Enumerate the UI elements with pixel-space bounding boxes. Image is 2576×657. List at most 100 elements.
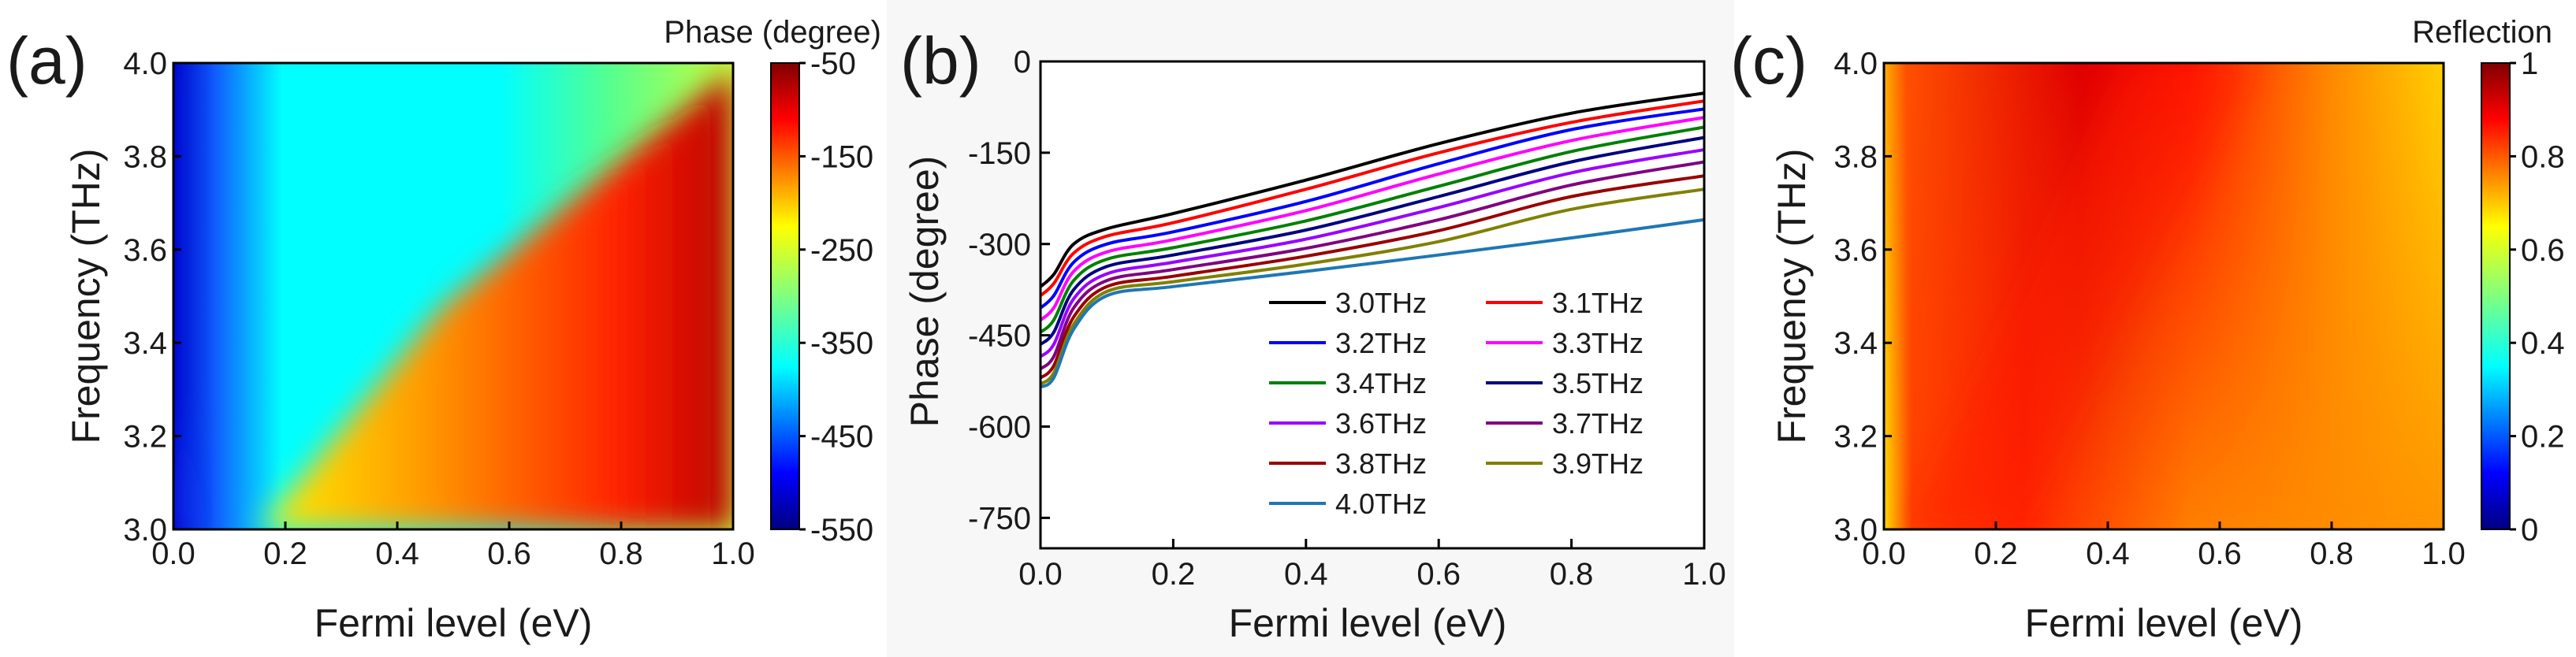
panel-c-y-tick-label: 4.0 [1833, 46, 1878, 81]
legend-label: 4.0THz [1335, 488, 1427, 520]
panel-c-heatmap [1884, 63, 2444, 529]
legend-label: 3.2THz [1335, 327, 1427, 359]
panel-a-x-tick-label: 0.8 [599, 536, 643, 571]
panel-c-colorbar-tick-label: 0.4 [2521, 326, 2565, 361]
panel-c: (c) 0.0 0.2 0.4 0.6 0.8 1.0 3.0 3.2 3.4 3.6 3.8 4.… [1730, 15, 2565, 645]
panel-b-y-tick-label: -300 [968, 228, 1031, 262]
panel-c-y-tick-label: 3.6 [1833, 233, 1878, 268]
panel-a-y-tick-label: 3.4 [123, 326, 167, 361]
panel-a-x-tick-label: 0.0 [151, 536, 195, 571]
panel-a-y-axis-title: Frequency (THz) [64, 148, 108, 444]
series-line-3-1thz [1040, 99, 1704, 297]
panel-b-y-ticks: 0 -150 -300 -450 -600 -750 [968, 45, 1050, 536]
legend-label: 3.9THz [1552, 447, 1644, 480]
panel-a-x-tick-label: 1.0 [711, 536, 755, 571]
panel-a-x-ticks: 0.0 0.2 0.4 0.6 0.8 1.0 [151, 522, 755, 571]
panel-b-y-tick-label: -450 [968, 319, 1031, 354]
panel-b-y-tick-label: -150 [968, 136, 1031, 171]
panel-a-colorbar-ticks: -50 -150 -250 -350 -450 -550 [799, 46, 873, 548]
panel-b-y-tick-label: -750 [968, 501, 1031, 536]
legend-label: 3.8THz [1335, 447, 1427, 480]
panel-c-colorbar-title: Reflection [2412, 15, 2552, 50]
legend-label: 3.1THz [1552, 287, 1644, 319]
series-line-3-5thz [1040, 135, 1704, 346]
panel-a-colorbar-gradient [770, 62, 800, 530]
panel-a-label: (a) [6, 24, 87, 98]
panel-a-colorbar-tick-label: -150 [810, 139, 873, 174]
series-line-3-0thz [1040, 91, 1704, 288]
panel-c-colorbar-gradient [2481, 62, 2511, 530]
panel-b: (b) 0.0 0.2 0.4 0.6 0.8 1.0 0 -150 -300 -450 -600… [887, 0, 1734, 657]
panel-a-y-tick-label: 3.2 [123, 420, 167, 455]
panel-b-frame [1039, 60, 1706, 550]
panel-c-x-tick-label: 0.2 [1974, 536, 2018, 571]
panel-c-y-axis-title: Frequency (THz) [1770, 148, 1814, 444]
panel-b-x-tick-label: 0.8 [1550, 557, 1594, 592]
panel-c-y-tick-label: 3.8 [1833, 139, 1878, 174]
panel-a-heatmap [173, 63, 733, 529]
legend-label: 3.5THz [1552, 367, 1644, 399]
panel-c-label: (c) [1730, 24, 1807, 98]
panel-c-y-tick-label: 3.0 [1833, 513, 1878, 548]
panel-a-colorbar-tick-label: -250 [810, 233, 873, 268]
panel-c-colorbar: Reflection 1 0.8 0.6 0.4 0.2 0 [2412, 15, 2564, 548]
panel-b-label: (b) [900, 24, 981, 98]
panel-b-legend: 3.0THz 3.1THz 3.2THz 3.3THz 3.4THz 3.5THz 3.6T… [1269, 287, 1644, 520]
series-line-3-2thz [1040, 107, 1704, 310]
panel-c-colorbar-tick-label: 0.8 [2521, 139, 2565, 174]
panel-a-y-ticks: 3.0 3.2 3.4 3.6 3.8 4.0 [123, 46, 181, 548]
panel-a-colorbar-tick-label: -50 [810, 46, 856, 81]
panel-b-x-ticks: 0.0 0.2 0.4 0.6 0.8 1.0 [1018, 539, 1726, 592]
panel-c-colorbar-tick-label: 0.6 [2521, 233, 2565, 268]
panel-b-y-axis-title: Phase (degree) [903, 156, 947, 428]
panel-a-y-tick-label: 3.8 [123, 139, 167, 174]
panel-b-x-tick-label: 0.4 [1284, 557, 1328, 592]
series-line-4-0thz [1040, 217, 1704, 389]
series-line-3-8thz [1040, 174, 1704, 380]
panel-c-x-tick-label: 0.8 [2310, 536, 2354, 571]
panel-b-x-tick-label: 0.2 [1152, 557, 1196, 592]
panel-c-y-tick-label: 3.4 [1833, 326, 1878, 361]
panel-c-frame [1882, 61, 2445, 531]
series-line-3-4thz [1040, 125, 1704, 334]
panel-b-x-tick-label: 0.6 [1416, 557, 1461, 592]
panel-a-colorbar-tick-label: -350 [810, 326, 873, 361]
panel-b-x-tick-label: 1.0 [1682, 557, 1726, 592]
panel-a-x-tick-label: 0.2 [263, 536, 307, 571]
series-line-3-6thz [1040, 148, 1704, 358]
legend-label: 3.7THz [1552, 407, 1644, 440]
panel-a-frame [172, 61, 735, 531]
panel-c-x-tick-label: 0.0 [1862, 536, 1906, 571]
panel-c-colorbar-tick-label: 0 [2521, 513, 2538, 548]
panel-c-x-tick-label: 1.0 [2422, 536, 2466, 571]
panel-c-y-ticks: 3.0 3.2 3.4 3.6 3.8 4.0 [1833, 46, 1892, 548]
panel-c-x-ticks: 0.0 0.2 0.4 0.6 0.8 1.0 [1862, 522, 2466, 571]
panel-c-colorbar-tick-label: 0.2 [2521, 420, 2565, 455]
panel-b-y-tick-label: -600 [968, 410, 1031, 445]
panel-a-colorbar-tick-label: -550 [810, 513, 873, 548]
panel-c-colorbar-tick-label: 1 [2521, 46, 2538, 81]
legend-label: 3.6THz [1335, 407, 1427, 440]
panel-a-x-tick-label: 0.4 [375, 536, 419, 571]
series-line-3-3thz [1040, 116, 1704, 321]
panel-a-y-tick-label: 3.0 [123, 513, 167, 548]
panel-a-x-axis-title: Fermi level (eV) [315, 601, 593, 645]
panel-a-colorbar: Phase (degree) -50 -150 -250 -350 -450 -550 [664, 15, 881, 548]
legend-label: 3.3THz [1552, 327, 1644, 359]
panel-c-colorbar-ticks: 1 0.8 0.6 0.4 0.2 0 [2510, 46, 2565, 548]
panel-b-plot-area [1040, 61, 1704, 548]
series-line-3-7thz [1040, 160, 1704, 370]
series-line-3-9thz [1040, 187, 1704, 386]
panel-b-y-tick-label: 0 [1014, 45, 1031, 80]
panel-b-series-lines [1040, 91, 1704, 389]
panel-a-y-tick-label: 3.6 [123, 233, 167, 268]
panel-a-colorbar-tick-label: -450 [810, 420, 873, 455]
legend-label: 3.0THz [1335, 287, 1427, 319]
panel-b-x-axis-title: Fermi level (eV) [1229, 601, 1507, 645]
panel-a: (a) 0.0 0.2 0.4 0.6 0.8 1.0 3.0 3.2 3.4 3.6 3.8 4.… [6, 15, 881, 645]
panel-c-x-tick-label: 0.6 [2198, 536, 2242, 571]
panel-c-x-tick-label: 0.4 [2086, 536, 2130, 571]
panel-a-y-tick-label: 4.0 [123, 46, 167, 81]
panel-c-x-axis-title: Fermi level (eV) [2025, 601, 2303, 645]
